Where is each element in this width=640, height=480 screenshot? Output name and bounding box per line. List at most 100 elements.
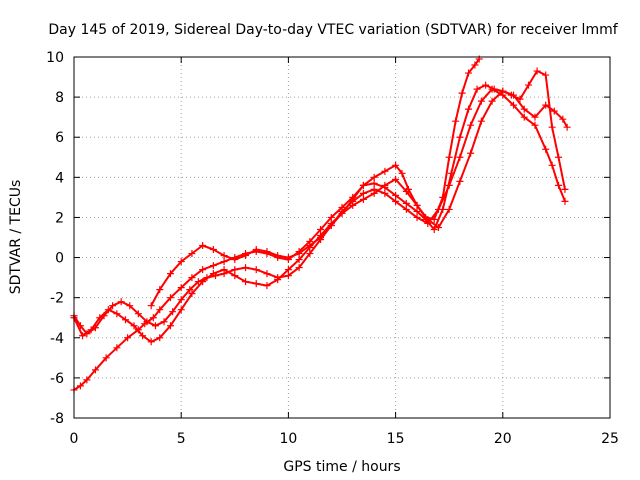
data-point: [413, 213, 421, 221]
data-point: [134, 310, 142, 318]
data-point: [370, 173, 378, 181]
data-point: [464, 105, 472, 113]
data-point: [160, 318, 168, 326]
data-point: [263, 282, 271, 290]
data-point: [220, 252, 228, 260]
data-point: [381, 189, 389, 197]
plot-series: [70, 55, 571, 394]
data-point: [102, 354, 110, 362]
y-tick-label: -2: [50, 291, 64, 307]
data-point: [381, 183, 389, 191]
data-point: [456, 177, 464, 185]
data-point: [525, 81, 533, 89]
data-point: [113, 310, 121, 318]
data-point: [381, 167, 389, 175]
data-point: [430, 225, 438, 233]
data-point: [306, 250, 314, 258]
data-point: [516, 95, 524, 103]
data-point: [209, 262, 217, 270]
data-point: [156, 306, 164, 314]
series-line: [73, 90, 568, 343]
series-line: [73, 58, 481, 391]
data-point: [327, 221, 335, 229]
data-point: [124, 334, 132, 342]
data-point: [439, 205, 447, 213]
data-point: [295, 256, 303, 264]
data-point: [402, 187, 410, 195]
data-point: [370, 189, 378, 197]
data-point: [422, 215, 430, 223]
y-tick-label: 0: [55, 251, 64, 267]
data-point: [177, 306, 185, 314]
data-point: [295, 250, 303, 258]
data-point: [79, 332, 87, 340]
data-point: [327, 213, 335, 221]
data-point: [117, 298, 125, 306]
data-point: [349, 201, 357, 209]
series-track-4: [147, 67, 569, 310]
data-point: [126, 302, 134, 310]
data-point: [542, 101, 550, 109]
data-point: [149, 314, 157, 322]
data-point: [561, 197, 569, 205]
y-axis-label: SDTVAR / TECUs: [8, 180, 24, 295]
x-tick-label: 0: [70, 431, 79, 447]
x-tick-label: 5: [177, 431, 186, 447]
data-point: [317, 225, 325, 233]
data-point: [482, 81, 490, 89]
data-point: [209, 270, 217, 278]
data-point: [242, 252, 250, 260]
data-point: [284, 254, 292, 262]
series-line: [73, 88, 566, 335]
data-point: [113, 344, 121, 352]
data-point: [477, 97, 485, 105]
data-point: [467, 149, 475, 157]
series-track-3: [70, 87, 571, 346]
data-point: [456, 153, 464, 161]
data-point: [563, 123, 571, 131]
data-point: [284, 266, 292, 274]
data-point: [199, 278, 207, 286]
data-point: [507, 91, 515, 99]
data-point: [242, 264, 250, 272]
data-point: [104, 306, 112, 314]
data-point: [295, 264, 303, 272]
data-point: [177, 258, 185, 266]
data-point: [220, 266, 228, 274]
data-point: [231, 266, 239, 274]
data-point: [473, 85, 481, 93]
data-point: [177, 296, 185, 304]
data-point: [139, 332, 147, 340]
data-point: [561, 185, 569, 193]
data-point: [130, 322, 138, 330]
data-point: [349, 195, 357, 203]
data-point: [338, 209, 346, 217]
data-point: [231, 272, 239, 280]
data-point: [520, 113, 528, 121]
y-tick-label: -4: [50, 331, 64, 347]
plot-frame: [73, 56, 611, 419]
chart-title: Day 145 of 2019, Sidereal Day-to-day VTE…: [48, 22, 618, 38]
data-point: [533, 67, 541, 75]
data-point: [445, 205, 453, 213]
x-axis-label: GPS time / hours: [283, 459, 400, 475]
data-point: [550, 107, 558, 115]
data-point: [263, 248, 271, 256]
data-point: [542, 145, 550, 153]
data-point: [188, 274, 196, 282]
x-tick-label: 15: [387, 431, 405, 447]
data-point: [274, 252, 282, 260]
data-point: [147, 302, 155, 310]
y-tick-label: 4: [55, 170, 64, 186]
data-point: [488, 97, 496, 105]
data-point: [548, 161, 556, 169]
data-point: [447, 169, 455, 177]
series-line: [150, 70, 566, 307]
data-point: [188, 290, 196, 298]
data-point: [151, 322, 159, 330]
data-point: [458, 89, 466, 97]
y-tick-label: -6: [50, 371, 64, 387]
data-point: [402, 205, 410, 213]
y-tick-label: -8: [50, 411, 64, 427]
